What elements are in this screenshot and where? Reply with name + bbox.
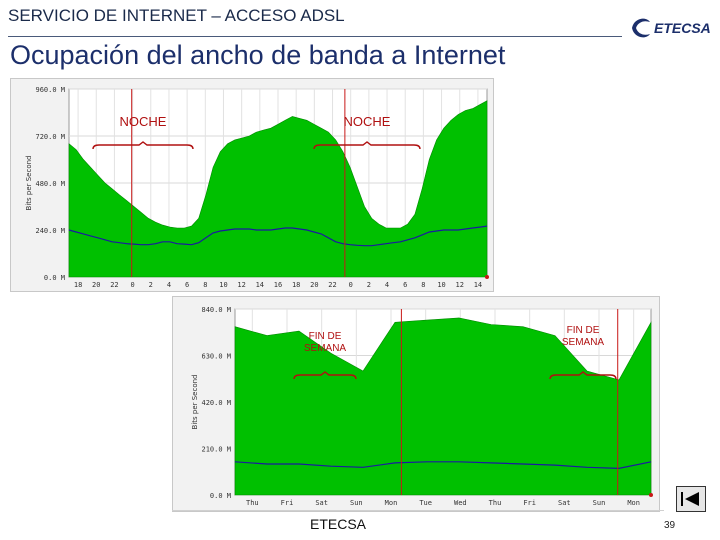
c2-annotation-label: SEMANA (562, 337, 605, 348)
title-rule (8, 36, 622, 37)
c1-x-tick-label: 22 (328, 281, 336, 289)
c2-x-tick-label: Mon (627, 499, 640, 507)
c1-traffic-area (68, 100, 488, 278)
c1-x-tick-label: 10 (219, 281, 227, 289)
weekly-bandwidth-plot: 0.0 M 210.0 M 420.0 M 630.0 M 840.0 M Thu Fri S… (191, 306, 653, 507)
section-title: SERVICIO DE INTERNET – ACCESO ADSL (8, 6, 345, 25)
c2-y-tick-label: 210.0 M (201, 446, 231, 454)
page-number: 39 (664, 520, 676, 531)
c1-x-tick-label: 6 (403, 281, 407, 289)
c1-x-tick-label: 20 (310, 281, 318, 289)
c2-x-tick-label: Sun (350, 499, 363, 507)
c1-x-tick-label: 14 (256, 281, 264, 289)
c1-x-tick-label: 4 (167, 281, 171, 289)
c2-traffic-area (234, 317, 652, 496)
c1-x-tick-label: 16 (274, 281, 282, 289)
c1-x-tick-label: 8 (203, 281, 207, 289)
c2-x-tick-label: Thu (489, 499, 502, 507)
daily-bandwidth-chart: 0.0 M 240.0 M 480.0 M 720.0 M 960.0 M 18 20 22 0… (10, 78, 494, 292)
c2-y-axis-label: Bits per Second (191, 375, 199, 430)
c1-x-tick-label: 2 (367, 281, 371, 289)
c2-y-tick-label: 630.0 M (201, 353, 231, 361)
c1-x-tick-label: 4 (385, 281, 389, 289)
c2-annotation-label: SEMANA (304, 343, 347, 354)
c1-x-tick-label: 8 (421, 281, 425, 289)
c1-annotation-brace (92, 141, 194, 150)
c1-x-tick-label: 18 (74, 281, 82, 289)
c2-y-tick-label: 420.0 M (201, 399, 231, 407)
c1-x-tick-label: 18 (292, 281, 300, 289)
c1-x-tick-label: 22 (110, 281, 118, 289)
footer-label: ETECSA (310, 516, 367, 532)
footer-rule (172, 510, 664, 511)
c1-x-tick-label: 12 (456, 281, 464, 289)
c1-x-tick-label: 2 (149, 281, 153, 289)
c2-x-tick-label: Sun (593, 499, 606, 507)
c2-x-tick-label: Wed (454, 499, 467, 507)
c1-y-tick-label: 0.0 M (44, 274, 65, 282)
end-show-button[interactable] (676, 486, 706, 512)
c2-outbound-line (234, 461, 652, 470)
c2-x-tick-label: Mon (385, 499, 398, 507)
c1-y-tick-label: 240.0 M (35, 227, 65, 235)
c2-y-tick-label: 840.0 M (201, 306, 231, 314)
c1-x-tick-label: 10 (437, 281, 445, 289)
c1-x-tick-label: 6 (185, 281, 189, 289)
c1-y-tick-label: 480.0 M (35, 180, 65, 188)
c2-annotation-label: FIN DE (567, 325, 600, 336)
c2-x-tick-label: Tue (419, 499, 432, 507)
c2-annotation-label: FIN DE (309, 331, 342, 342)
etecsa-logo-icon: ETECSA (628, 14, 720, 42)
c1-x-tick-label: 20 (92, 281, 100, 289)
c2-x-tick-label: Fri (281, 499, 294, 507)
c1-x-tick-label: 14 (474, 281, 482, 289)
c1-x-tick-label: 12 (237, 281, 245, 289)
c1-annotation-label: NOCHE (344, 114, 391, 129)
c2-x-tick-label: Fri (523, 499, 536, 507)
c2-annotation-brace (549, 371, 617, 380)
c1-end-dot (485, 275, 489, 279)
c2-x-tick-label: Thu (246, 499, 259, 507)
c2-annotation-brace (293, 371, 357, 380)
slide-header: SERVICIO DE INTERNET – ACCESO ADSL ETECS… (0, 0, 720, 80)
end-show-icon (681, 492, 699, 506)
c1-x-tick-label: 0 (349, 281, 353, 289)
c2-y-tick-label: 0.0 M (210, 492, 231, 500)
c1-x-tick-label: 0 (130, 281, 134, 289)
logo-text: ETECSA (654, 20, 711, 36)
page-title: Ocupación del ancho de banda a Internet (10, 40, 506, 70)
c1-y-tick-label: 720.0 M (35, 133, 65, 141)
c1-annotation-brace (313, 141, 421, 150)
weekly-bandwidth-chart: 0.0 M 210.0 M 420.0 M 630.0 M 840.0 M Thu Fri S… (172, 296, 660, 512)
c1-outbound-line (68, 225, 488, 247)
c2-end-dot (649, 493, 653, 497)
c2-x-tick-label: Sat (558, 499, 571, 507)
c1-y-axis-label: Bits per Second (25, 156, 33, 211)
c1-y-tick-label: 960.0 M (35, 86, 65, 94)
c1-annotation-label: NOCHE (120, 114, 167, 129)
c2-x-tick-label: Sat (315, 499, 328, 507)
